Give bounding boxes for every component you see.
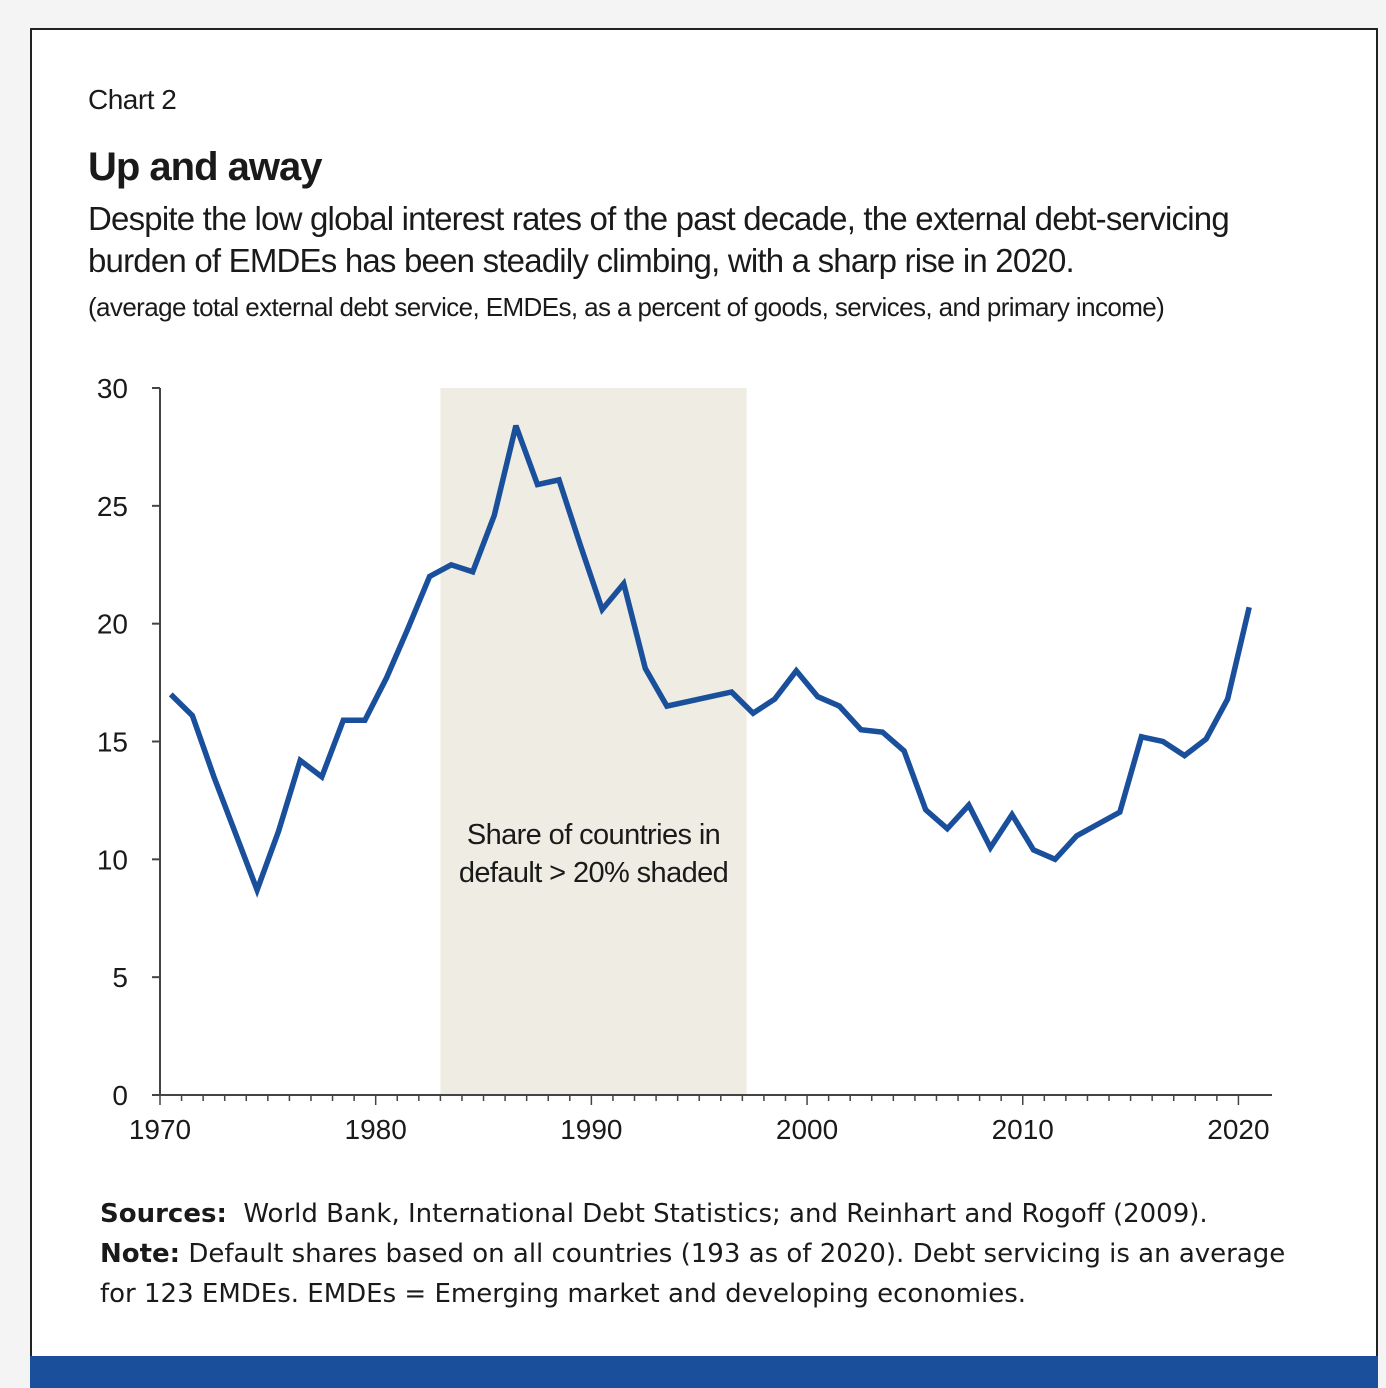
shaded-region-annotation: Share of countries in [467,819,720,851]
chart-subtitle: Despite the low global interest rates of… [88,200,1230,279]
sources-line: Sources: World Bank, International Debt … [100,1194,1320,1234]
chart-label: Chart 2 [88,84,177,115]
x-tick-label: 1990 [560,1114,622,1145]
x-tick-label: 2000 [776,1114,838,1145]
chart-units: (average total external debt service, EM… [88,292,1165,322]
sources-label: Sources: [100,1199,227,1229]
y-tick-label: 0 [112,1080,128,1111]
x-tick-label: 2020 [1207,1114,1269,1145]
y-tick-label: 15 [97,727,128,758]
y-tick-label: 10 [97,844,128,875]
y-tick-label: 25 [97,491,128,522]
note-line: Note: Default shares based on all countr… [100,1234,1320,1314]
line-chart: Share of countries in default > 20% shade… [97,373,1272,1145]
note-text: Default shares based on all countries (1… [100,1239,1286,1309]
x-tick-label: 1980 [345,1114,407,1145]
bottom-accent-bar [30,1356,1378,1388]
chart-notes: Sources: World Bank, International Debt … [100,1194,1320,1314]
x-tick-label: 1970 [129,1114,191,1145]
x-tick-label: 2010 [992,1114,1054,1145]
y-tick-label: 30 [97,373,128,404]
note-label: Note: [100,1239,181,1269]
debt-service-line [168,424,1252,898]
chart-title: Up and away [88,145,323,189]
y-tick-label: 20 [97,609,128,640]
shaded-region-annotation: default > 20% shaded [459,857,728,889]
default-shaded-region [440,388,747,1095]
y-tick-label: 5 [112,962,128,993]
sources-text: World Bank, International Debt Statistic… [243,1199,1208,1229]
